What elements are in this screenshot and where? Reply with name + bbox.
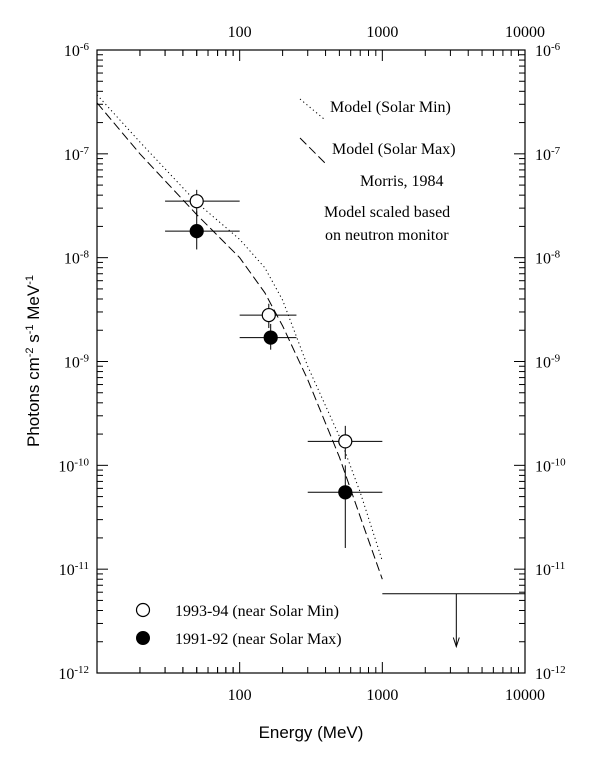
y-tick-label-right: 10-10 xyxy=(535,456,566,475)
y-tick-exp: -9 xyxy=(551,353,561,365)
model-solar-min-curve xyxy=(96,94,383,562)
y-tick-exp: -9 xyxy=(80,353,90,365)
y-tick-exp: -7 xyxy=(80,145,90,157)
y-tick-exp: -12 xyxy=(551,664,566,676)
y-tick-exp: -8 xyxy=(551,249,561,261)
y-axis-title-mid: s xyxy=(24,334,43,347)
data-point-solar-min xyxy=(189,194,204,209)
y-tick-base: 10 xyxy=(535,355,551,372)
model-curves xyxy=(96,94,383,580)
y-tick-base: 10 xyxy=(535,43,551,60)
y-tick-base: 10 xyxy=(535,666,551,683)
legend-model-min: Model (Solar Min) xyxy=(330,99,451,116)
y-tick-label-right: 10-6 xyxy=(535,41,561,60)
y-tick-exp: -10 xyxy=(74,456,89,468)
note-line-2: on neutron monitor xyxy=(325,227,449,244)
y-tick-base: 10 xyxy=(64,43,80,60)
legend-open-marker xyxy=(135,602,151,618)
y-axis-title-base: Photons cm xyxy=(24,357,43,447)
x-top-tick-label: 100 xyxy=(228,24,252,41)
y-tick-base: 10 xyxy=(535,147,551,164)
y-tick-label-right: 10-7 xyxy=(535,145,561,164)
y-tick-label-right: 10-12 xyxy=(535,664,566,683)
y-tick-label-left: 10-9 xyxy=(64,353,90,372)
y-tick-label-right: 10-11 xyxy=(535,560,565,579)
x-tick-label: 10000 xyxy=(505,687,545,704)
y-tick-exp: -11 xyxy=(551,560,565,572)
data-point-solar-max xyxy=(189,224,204,239)
legend-max-line xyxy=(299,137,326,164)
x-top-tick-label: 1000 xyxy=(366,24,398,41)
data-points xyxy=(165,189,383,548)
note-line-1: Model scaled based xyxy=(324,204,450,221)
y-tick-exp: -6 xyxy=(80,41,90,53)
y-tick-label-left: 10-8 xyxy=(64,249,90,268)
y-axis-title-exp2: -1 xyxy=(24,324,36,334)
y-tick-label-left: 10-10 xyxy=(58,456,89,475)
model-solar-max-curve xyxy=(96,102,383,580)
legend-min-line xyxy=(299,98,325,120)
x-tick-label: 1000 xyxy=(366,687,398,704)
y-tick-base: 10 xyxy=(64,147,80,164)
y-tick-base: 10 xyxy=(59,562,75,579)
y-tick-exp: -12 xyxy=(74,664,89,676)
legend-filled-label: 1991-92 (near Solar Max) xyxy=(175,631,342,648)
y-tick-base: 10 xyxy=(535,562,551,579)
data-point-solar-min xyxy=(338,434,353,449)
y-tick-label-left: 10-12 xyxy=(58,664,89,683)
y-tick-exp: -11 xyxy=(75,560,89,572)
data-point-solar-min xyxy=(261,307,276,323)
y-tick-exp: -7 xyxy=(551,145,561,157)
y-tick-exp: -6 xyxy=(551,41,561,53)
y-tick-exp: -10 xyxy=(551,456,566,468)
x-axis-title: Energy (MeV) xyxy=(259,723,364,742)
y-tick-label-right: 10-9 xyxy=(535,353,561,372)
legend-model-max: Model (Solar Max) xyxy=(332,141,456,158)
y-tick-label-left: 10-6 xyxy=(64,41,90,60)
upper-limit-arrow-head xyxy=(452,637,460,649)
data-point-solar-max xyxy=(263,330,278,345)
legend-filled-marker xyxy=(136,631,150,645)
y-tick-base: 10 xyxy=(535,458,551,475)
y-tick-base: 10 xyxy=(58,666,74,683)
y-axis-title-end: MeV xyxy=(24,284,43,324)
reference-text: Morris, 1984 xyxy=(360,173,444,190)
y-axis-title: Photons cm-2 s-1 MeV-1 xyxy=(24,275,43,447)
legend-open-label: 1993-94 (near Solar Min) xyxy=(175,603,339,620)
y-tick-label-right: 10-8 xyxy=(535,249,561,268)
y-axis-title-exp1: -2 xyxy=(24,347,36,357)
x-top-tick-label: 10000 xyxy=(505,24,545,41)
y-tick-base: 10 xyxy=(64,355,80,372)
y-tick-base: 10 xyxy=(58,458,74,475)
data-point-solar-max xyxy=(338,485,353,500)
y-tick-base: 10 xyxy=(64,251,80,268)
y-tick-label-left: 10-7 xyxy=(64,145,90,164)
y-axis-title-exp3: -1 xyxy=(24,275,36,285)
upper-limit xyxy=(382,593,525,649)
y-tick-exp: -8 xyxy=(80,249,90,261)
x-tick-label: 100 xyxy=(228,687,252,704)
y-tick-label-left: 10-11 xyxy=(59,560,89,579)
y-tick-base: 10 xyxy=(535,251,551,268)
plot-frame xyxy=(96,49,526,674)
tick-marks xyxy=(96,49,525,674)
